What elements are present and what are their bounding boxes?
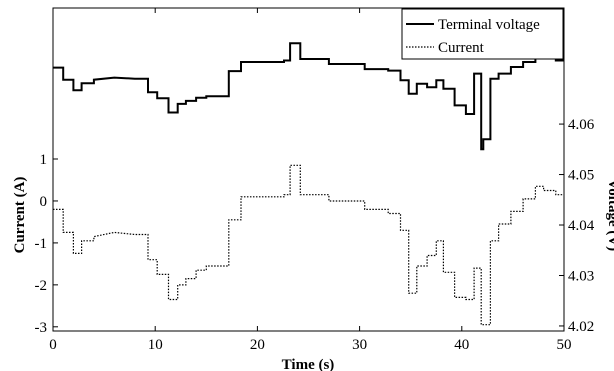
y-tick-label-right: 4.06 — [568, 117, 595, 133]
y-tick-label-left: -2 — [35, 278, 48, 294]
y-tick-label-right: 4.05 — [568, 168, 594, 184]
x-tick-label: 10 — [148, 337, 163, 353]
y-tick-label-right: 4.03 — [568, 268, 594, 284]
legend: Terminal voltage Current — [401, 8, 564, 60]
series-layer — [53, 42, 564, 326]
x-tick-label: 30 — [352, 337, 367, 353]
plot-frame — [52, 7, 565, 332]
series-line-terminal-voltage — [53, 42, 564, 151]
x-axis-label: Time (s) — [282, 357, 335, 371]
y-tick-label-left: 1 — [40, 152, 48, 168]
series-line-current — [53, 164, 564, 326]
y-tick-label-left: 0 — [40, 194, 48, 210]
legend-label-terminal-voltage: Terminal voltage — [438, 17, 540, 33]
y-tick-label-right: 4.02 — [568, 319, 594, 335]
x-tick-label: 0 — [49, 337, 57, 353]
legend-box — [401, 8, 564, 60]
ticks-layer: 0 10 20 30 40 50 -3 -2 -1 0 1 4.02 4.03 4.04 4.05 4.06 — [35, 8, 595, 353]
y-tick-label-left: -1 — [35, 236, 48, 252]
x-tick-label: 50 — [557, 337, 572, 353]
legend-label-current: Current — [438, 40, 485, 56]
y-axis-label-right: Voltage (V) — [605, 179, 614, 251]
y-tick-label-right: 4.04 — [568, 218, 595, 234]
y-axis-label-left: Current (A) — [12, 177, 28, 254]
y-tick-label-left: -3 — [35, 320, 48, 336]
x-tick-label: 40 — [454, 337, 469, 353]
x-tick-label: 20 — [250, 337, 265, 353]
